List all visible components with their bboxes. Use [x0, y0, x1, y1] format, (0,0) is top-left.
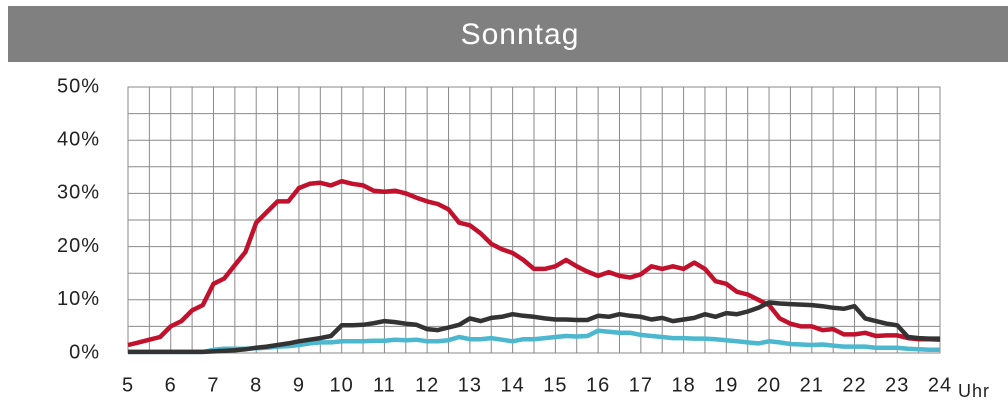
x-tick-label: 12	[415, 374, 439, 396]
title-bar	[8, 6, 1008, 62]
x-tick-label: 16	[586, 374, 610, 396]
x-tick-label: 17	[629, 374, 653, 396]
x-tick-label: 9	[293, 374, 305, 396]
x-tick-label: 13	[458, 374, 482, 396]
x-tick-label: 5	[122, 374, 134, 396]
x-tick-label: 11	[373, 374, 396, 396]
y-tick-label: 0%	[69, 341, 100, 363]
x-tick-label: 8	[250, 374, 262, 396]
x-tick-label: 21	[800, 374, 824, 396]
y-tick-label: 30%	[57, 182, 100, 204]
x-tick-label: 23	[885, 374, 909, 396]
y-tick-label: 10%	[57, 288, 100, 310]
plot-frame	[127, 86, 941, 354]
y-tick-label: 20%	[57, 235, 100, 257]
y-tick-label: 50%	[57, 75, 100, 97]
y-tick-label: 40%	[57, 128, 100, 150]
x-tick-label: 7	[207, 374, 219, 396]
x-tick-label: 15	[543, 374, 567, 396]
x-tick-label: 20	[757, 374, 781, 396]
x-tick-label: 22	[842, 374, 866, 396]
data-line	[128, 300, 940, 355]
x-tick-label: 10	[330, 374, 354, 396]
data-line	[127, 178, 941, 348]
x-tick-label: 18	[671, 374, 695, 396]
x-tick-label: 19	[714, 374, 738, 396]
chart-title: Sonntag	[461, 18, 580, 51]
x-tick-label: 24	[928, 374, 952, 396]
x-tick-label: 6	[165, 374, 177, 396]
x-axis-label: Uhr	[958, 381, 990, 401]
x-tick-label: 14	[501, 374, 525, 396]
